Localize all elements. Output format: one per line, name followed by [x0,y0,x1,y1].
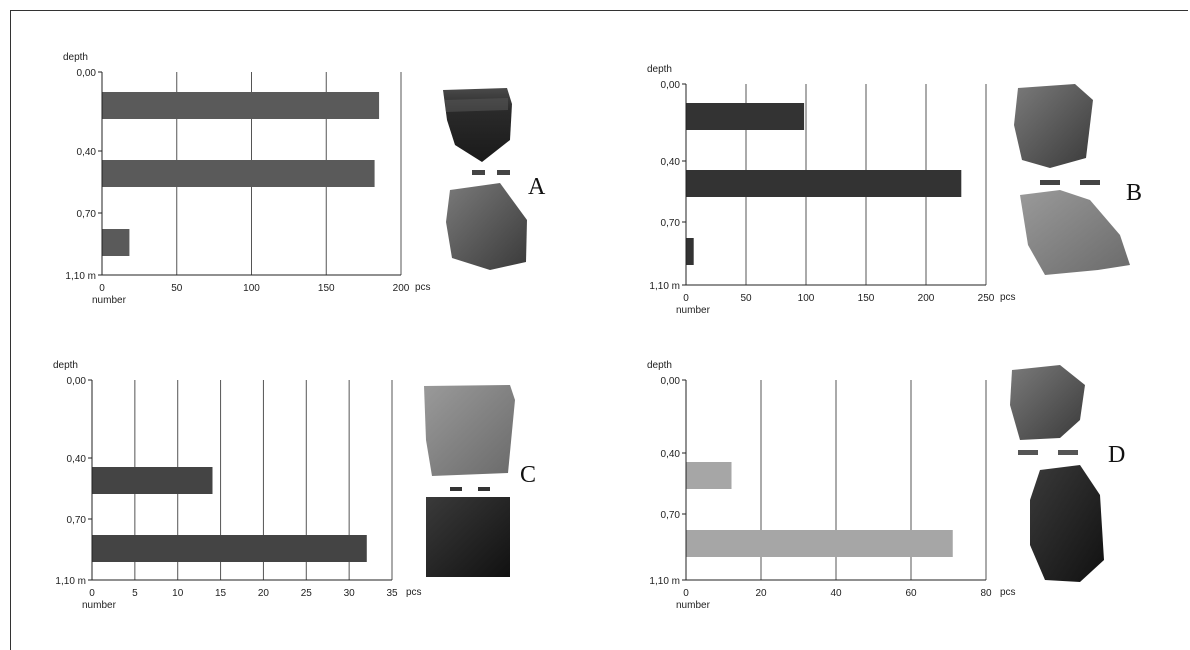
depth-tick-label: 0,00 [661,80,681,91]
bar [102,92,380,119]
depth-tick-label: 1,10 m [649,281,680,292]
depth-tick-label: 1,10 m [65,271,96,282]
number-tick-label: 250 [978,293,995,304]
depth-tick-label: 1,10 m [55,576,86,587]
depth-tick-label: 0,00 [67,376,87,387]
number-tick-label: 200 [918,293,935,304]
bar [686,103,805,130]
sherd-photo-b [1014,84,1130,275]
chart-b: 0,00 0,40 0,70 1,10 m depth 0 50 100 150 200 250 pc… [647,64,1016,316]
depth-axis-label: depth [647,360,672,371]
number-unit-label: pcs [406,587,422,598]
bar [686,462,732,489]
depth-axis-label: depth [63,52,88,63]
depth-tick-label: 0,40 [67,454,87,465]
depth-tick-label: 0,70 [77,209,97,220]
depth-tick-label: 0,70 [661,218,681,229]
depth-tick-label: 0,40 [77,147,97,158]
number-tick-label: 10 [172,588,184,599]
panel-c: 0,00 0,40 0,70 1,10 m depth 0 5 10 15 20 25 30 35 pcs… [53,360,536,611]
number-tick-label: 40 [830,588,842,599]
sherd-photo-d [1010,365,1104,582]
number-unit-label: pcs [1000,292,1016,303]
number-tick-label: 50 [740,293,752,304]
bar [102,229,130,256]
chart-d: 0,00 0,40 0,70 1,10 m depth 0 20 40 60 80 pcs numbe… [647,360,1016,611]
panel-a: 0,00 0,40 0,70 1,10 m depth 0 50 100 150 200 pcs nu… [63,52,546,306]
number-tick-label: 0 [683,588,689,599]
sherd-photo-a [443,88,527,270]
depth-tick-label: 0,70 [661,510,681,521]
bar [686,238,694,265]
depth-axis-label: depth [53,360,78,371]
number-tick-label: 60 [905,588,917,599]
chart-c: 0,00 0,40 0,70 1,10 m depth 0 5 10 15 20 25 30 35 pcs… [53,360,422,611]
number-axis-label: number [676,305,711,316]
number-tick-label: 35 [386,588,398,599]
sherd-photo-c [424,385,515,577]
number-tick-label: 20 [755,588,767,599]
number-tick-label: 150 [858,293,875,304]
number-unit-label: pcs [1000,587,1016,598]
depth-tick-label: 0,40 [661,449,681,460]
bar [92,467,213,494]
number-tick-label: 25 [301,588,313,599]
number-axis-label: number [676,600,711,611]
number-tick-label: 150 [318,283,335,294]
depth-axis-label: depth [647,64,672,75]
letter-a: A [528,174,546,200]
bar [686,530,953,557]
bar [92,535,367,562]
number-tick-label: 0 [89,588,95,599]
number-tick-label: 5 [132,588,138,599]
letter-b: B [1126,180,1142,206]
number-tick-label: 50 [171,283,183,294]
number-tick-label: 0 [683,293,689,304]
number-tick-label: 100 [798,293,815,304]
bar [686,170,962,197]
depth-tick-label: 0,00 [661,376,681,387]
panel-d: 0,00 0,40 0,70 1,10 m depth 0 20 40 60 80 pcs numbe… [647,360,1125,611]
figure-frame [10,10,1188,650]
number-tick-label: 80 [980,588,992,599]
number-tick-label: 100 [243,283,260,294]
depth-tick-label: 1,10 m [649,576,680,587]
depth-tick-label: 0,00 [77,68,97,79]
number-tick-label: 20 [258,588,270,599]
number-tick-label: 30 [344,588,356,599]
number-axis-label: number [92,295,127,306]
bar [102,160,375,187]
number-tick-label: 0 [99,283,105,294]
depth-tick-label: 0,70 [67,515,87,526]
letter-d: D [1108,442,1125,468]
letter-c: C [520,462,536,488]
number-tick-label: 200 [393,283,410,294]
number-unit-label: pcs [415,282,431,293]
number-tick-label: 15 [215,588,227,599]
chart-a: 0,00 0,40 0,70 1,10 m depth 0 50 100 150 200 pcs nu… [63,52,431,306]
number-axis-label: number [82,600,117,611]
depth-tick-label: 0,40 [661,157,681,168]
panel-b: 0,00 0,40 0,70 1,10 m depth 0 50 100 150 200 250 pc… [647,64,1142,316]
